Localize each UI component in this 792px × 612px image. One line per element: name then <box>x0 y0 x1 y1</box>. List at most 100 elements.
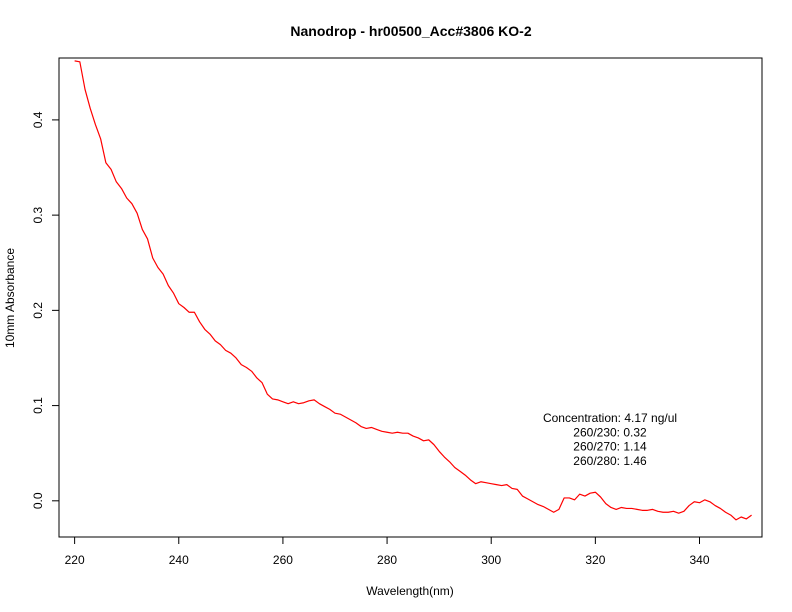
data-point <box>439 451 440 452</box>
data-point <box>272 398 273 399</box>
data-point <box>303 402 304 403</box>
data-point <box>725 512 726 513</box>
data-point <box>407 433 408 434</box>
data-point <box>689 505 690 506</box>
data-point <box>741 516 742 517</box>
data-point <box>730 515 731 516</box>
data-point <box>194 312 195 313</box>
data-point <box>246 367 247 368</box>
data-point <box>204 329 205 330</box>
data-point <box>527 498 528 499</box>
data-point <box>506 484 507 485</box>
y-axis-title: 10mm Absorbance <box>3 248 17 348</box>
data-point <box>324 406 325 407</box>
data-point <box>558 509 559 510</box>
data-point <box>553 512 554 513</box>
data-point <box>647 510 648 511</box>
data-point <box>652 509 653 510</box>
data-point <box>574 499 575 500</box>
data-point <box>126 197 127 198</box>
data-point <box>157 267 158 268</box>
data-point <box>444 456 445 457</box>
absorbance-series-line <box>74 60 752 521</box>
data-point <box>673 511 674 512</box>
data-point <box>662 512 663 513</box>
data-point <box>449 461 450 462</box>
data-point <box>699 502 700 503</box>
data-point <box>616 509 617 510</box>
data-point <box>397 432 398 433</box>
data-point <box>329 409 330 410</box>
data-point <box>642 510 643 511</box>
data-point <box>230 353 231 354</box>
data-point <box>480 481 481 482</box>
data-point <box>402 433 403 434</box>
data-point <box>314 399 315 400</box>
x-tick-label: 280 <box>377 553 397 567</box>
data-point <box>709 501 710 502</box>
data-point <box>142 229 143 230</box>
data-point <box>308 400 309 401</box>
data-point <box>131 203 132 204</box>
y-tick-label: 0.3 <box>31 206 45 223</box>
data-point <box>90 108 91 109</box>
data-point <box>621 507 622 508</box>
data-point <box>392 433 393 434</box>
data-point <box>683 511 684 512</box>
data-point <box>511 488 512 489</box>
data-point <box>116 181 117 182</box>
data-point <box>235 357 236 358</box>
x-axis: 220 240 260 280 300 320 340 <box>65 536 710 567</box>
data-point <box>147 238 148 239</box>
data-point <box>209 334 210 335</box>
data-point <box>470 479 471 480</box>
data-point <box>256 377 257 378</box>
data-point <box>465 475 466 476</box>
y-axis: 0.0 0.1 0.2 0.3 0.4 <box>31 111 60 509</box>
data-point <box>715 505 716 506</box>
data-point <box>423 440 424 441</box>
data-point <box>225 350 226 351</box>
concentration-label: Concentration: 4.17 ng/ul <box>543 411 677 425</box>
ratio-label: 260/270: 1.14 <box>573 440 647 454</box>
data-point <box>355 422 356 423</box>
data-point <box>79 61 80 62</box>
data-point <box>433 444 434 445</box>
data-point <box>183 307 184 308</box>
data-point <box>668 512 669 513</box>
y-tick-label: 0.1 <box>31 397 45 414</box>
data-point <box>178 303 179 304</box>
data-point <box>657 511 658 512</box>
data-point <box>517 489 518 490</box>
data-point <box>319 403 320 404</box>
data-point <box>100 138 101 139</box>
data-point <box>376 429 377 430</box>
data-point <box>595 492 596 493</box>
data-point <box>381 431 382 432</box>
data-point <box>340 414 341 415</box>
data-point <box>569 497 570 498</box>
x-tick-label: 340 <box>689 553 709 567</box>
data-point <box>413 435 414 436</box>
data-point <box>168 285 169 286</box>
data-point <box>137 213 138 214</box>
data-point <box>267 394 268 395</box>
data-point <box>537 504 538 505</box>
data-point <box>277 399 278 400</box>
data-point <box>215 340 216 341</box>
data-point <box>386 432 387 433</box>
data-point <box>334 413 335 414</box>
data-point <box>350 419 351 420</box>
data-point <box>366 428 367 429</box>
data-point <box>485 482 486 483</box>
data-point <box>751 515 752 516</box>
data-point <box>241 364 242 365</box>
data-point <box>475 483 476 484</box>
data-point <box>548 509 549 510</box>
x-tick-label: 260 <box>273 553 293 567</box>
data-point <box>360 426 361 427</box>
data-point <box>459 471 460 472</box>
series-group <box>74 60 752 521</box>
data-point <box>720 508 721 509</box>
data-point <box>121 188 122 189</box>
